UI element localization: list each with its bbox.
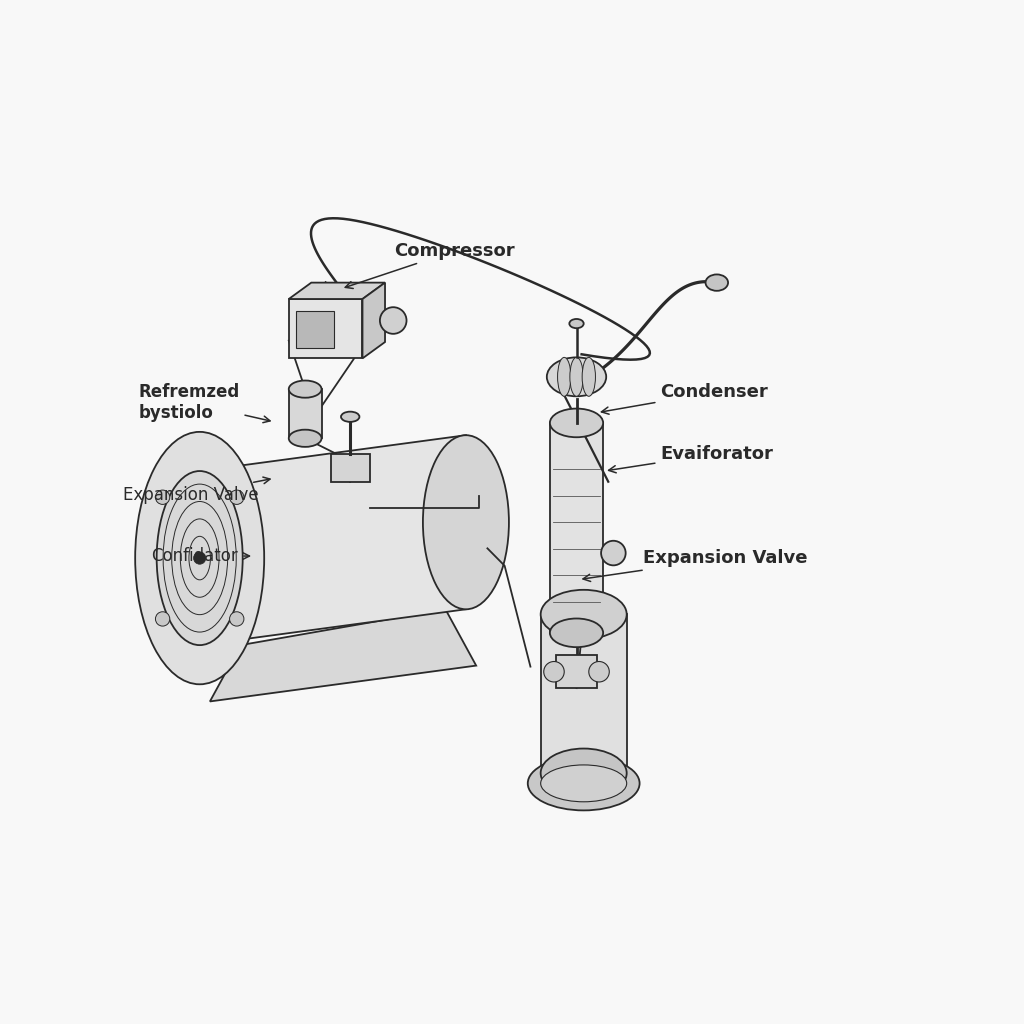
Polygon shape (289, 299, 362, 358)
Ellipse shape (289, 430, 322, 446)
Ellipse shape (569, 319, 584, 328)
Circle shape (380, 307, 407, 334)
Ellipse shape (423, 435, 509, 609)
Ellipse shape (541, 765, 627, 802)
Text: Refremzed
bystiolo: Refremzed bystiolo (138, 383, 270, 423)
Ellipse shape (582, 357, 595, 396)
Ellipse shape (550, 409, 603, 437)
Ellipse shape (706, 274, 728, 291)
Text: Evaiforator: Evaiforator (608, 444, 773, 473)
Text: Expansion Valve: Expansion Valve (123, 477, 270, 504)
Ellipse shape (527, 757, 640, 810)
Ellipse shape (547, 357, 606, 396)
Polygon shape (289, 283, 385, 299)
Text: Compressor: Compressor (345, 242, 515, 289)
Ellipse shape (341, 412, 359, 422)
Circle shape (156, 611, 170, 626)
Polygon shape (541, 614, 627, 773)
Polygon shape (200, 435, 466, 645)
Ellipse shape (557, 357, 570, 396)
Circle shape (194, 552, 206, 564)
Ellipse shape (541, 749, 627, 798)
Text: Expansion Valve: Expansion Valve (583, 549, 808, 582)
Ellipse shape (135, 432, 264, 684)
Circle shape (544, 662, 564, 682)
Circle shape (156, 490, 170, 505)
Ellipse shape (541, 590, 627, 639)
Polygon shape (362, 283, 385, 358)
Ellipse shape (569, 357, 583, 396)
Circle shape (589, 662, 609, 682)
Ellipse shape (289, 381, 322, 397)
Circle shape (601, 541, 626, 565)
Text: Condenser: Condenser (601, 383, 768, 415)
Polygon shape (289, 389, 322, 438)
Polygon shape (550, 423, 603, 633)
Circle shape (229, 611, 244, 626)
Circle shape (229, 490, 244, 505)
Polygon shape (296, 311, 334, 348)
Text: Confidator: Confidator (152, 547, 250, 565)
Ellipse shape (157, 471, 243, 645)
Polygon shape (331, 454, 370, 482)
Ellipse shape (550, 618, 603, 647)
Polygon shape (210, 609, 476, 701)
Polygon shape (556, 655, 597, 688)
